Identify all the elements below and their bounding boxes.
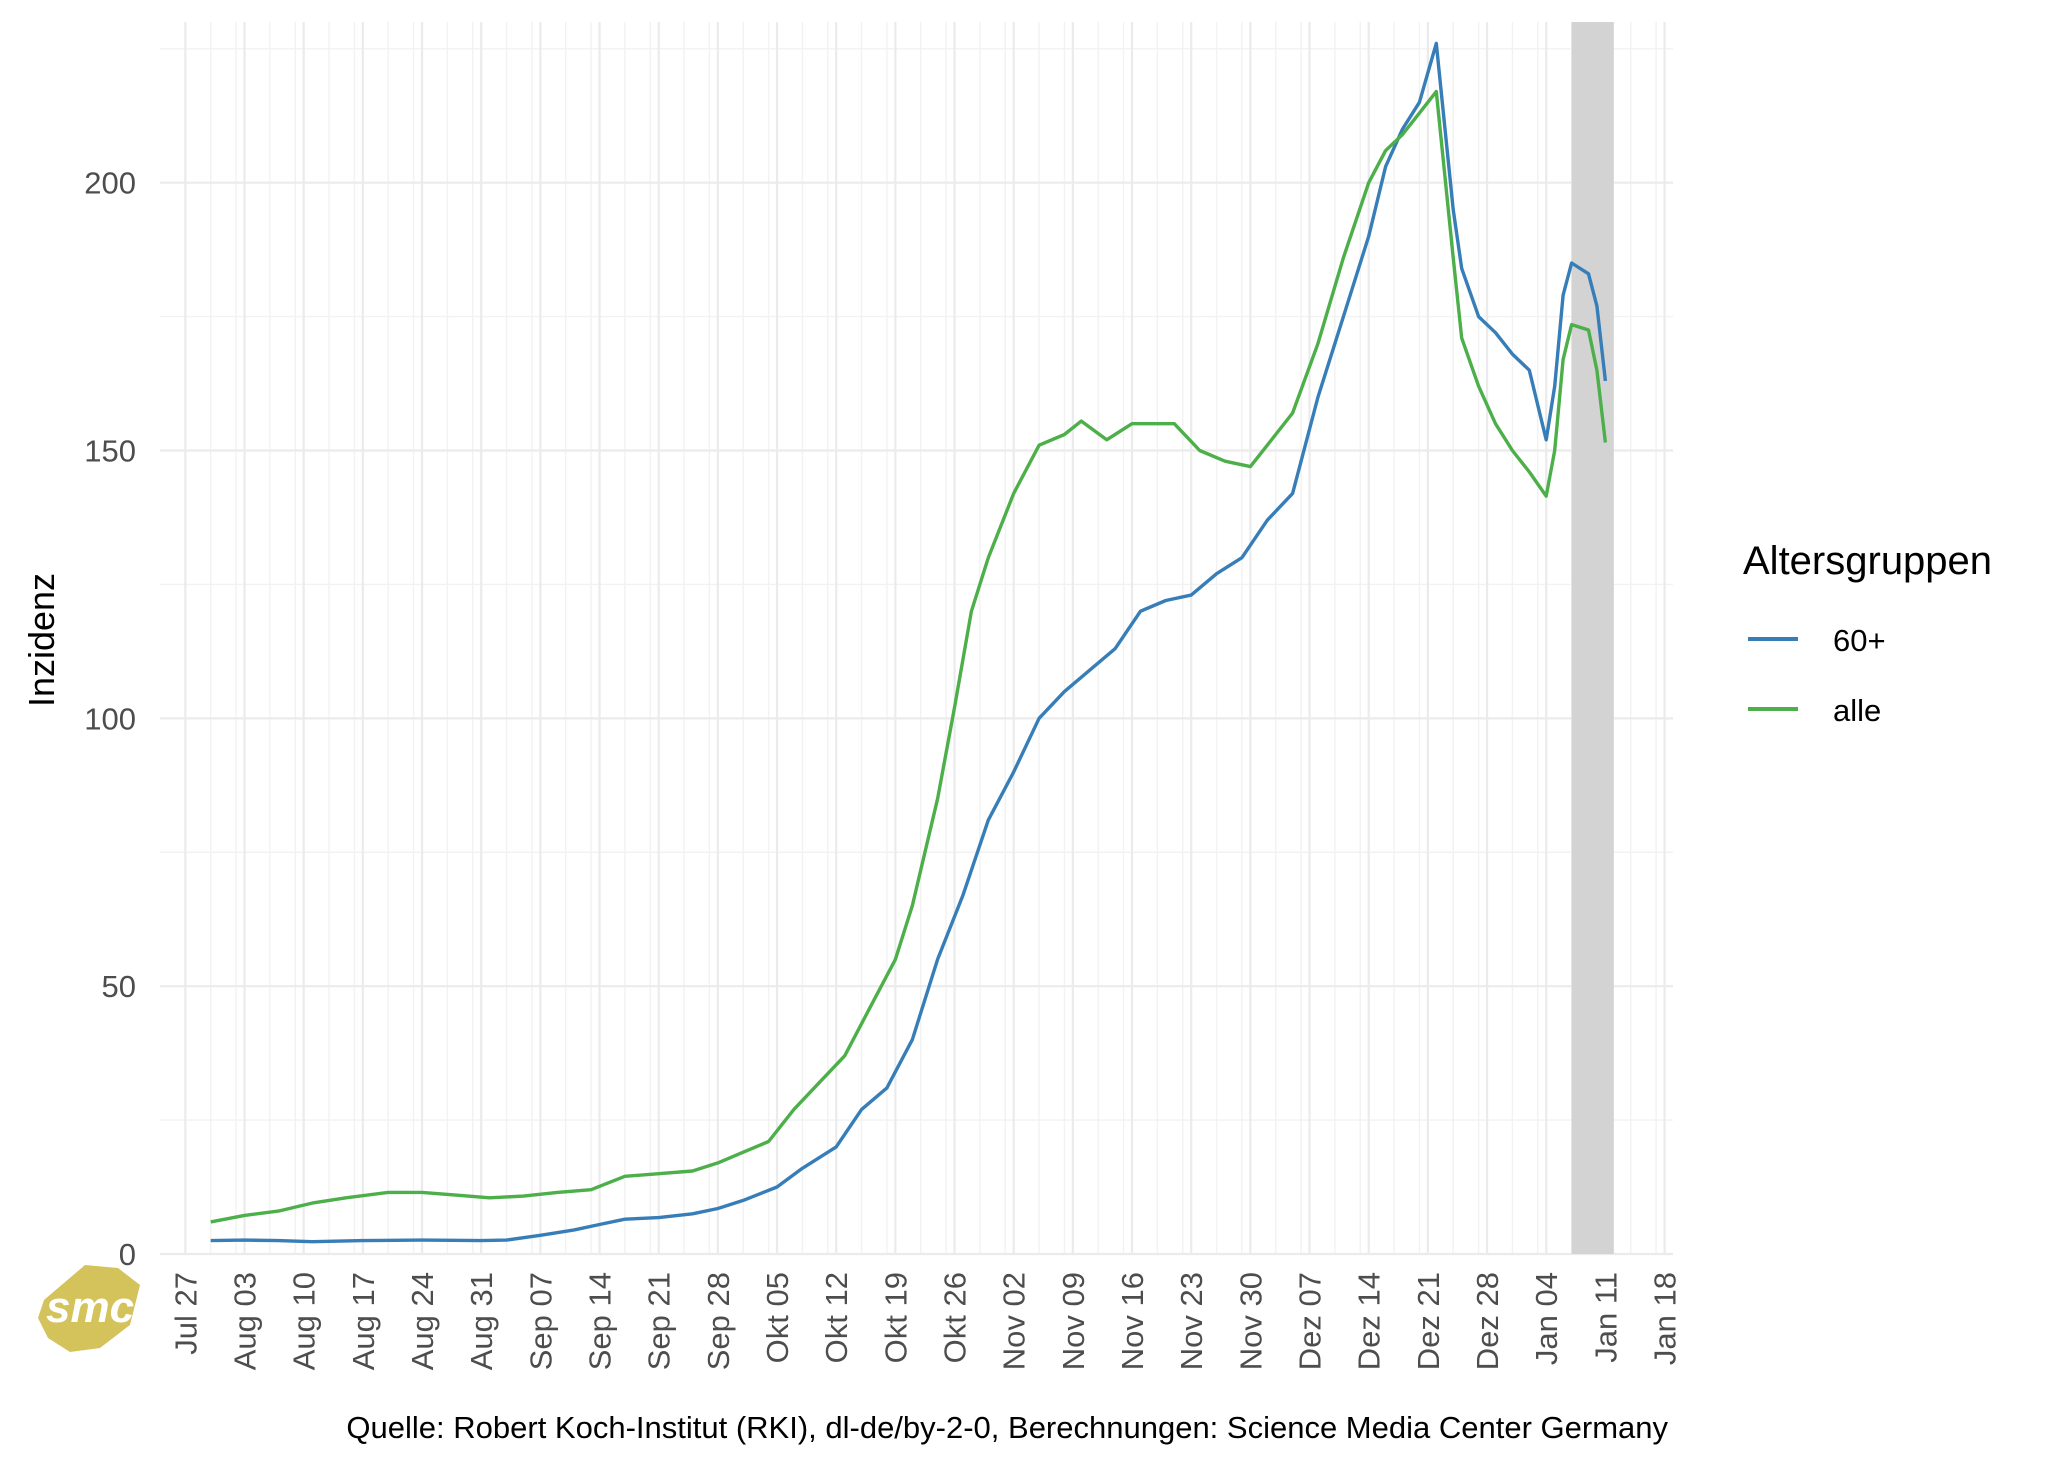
- x-tick-label: Jan 04: [1529, 1272, 1564, 1365]
- x-tick-label: Aug 24: [405, 1272, 440, 1370]
- shaded-region: [1571, 22, 1614, 1254]
- x-tick-label: Sep 07: [523, 1272, 558, 1370]
- series-line-alle: [210, 89, 1608, 1224]
- series-line-60plus: [210, 41, 1608, 1244]
- x-tick-label: Aug 31: [464, 1272, 499, 1370]
- legend-label-60plus: 60+: [1833, 623, 1886, 658]
- x-tick-label: Jan 11: [1588, 1272, 1623, 1363]
- x-tick-label: Nov 16: [1115, 1272, 1150, 1370]
- smc-logo-text: smc: [46, 1283, 134, 1332]
- x-tick-label: Jul 27: [168, 1272, 203, 1355]
- legend-label-alle: alle: [1833, 693, 1881, 728]
- smc-logo-shape: [38, 1265, 140, 1352]
- x-tick-label: Nov 09: [1056, 1272, 1091, 1370]
- preliminary-data-shade: [1571, 22, 1614, 1254]
- y-axis-ticks: 0 50 100 150 200: [84, 166, 136, 1272]
- x-tick-label: Dez 07: [1293, 1272, 1328, 1370]
- x-tick-label: Sep 14: [583, 1272, 618, 1370]
- x-tick-label: Okt 26: [938, 1272, 973, 1363]
- y-tick-label: 50: [102, 969, 136, 1004]
- y-tick-label: 0: [119, 1237, 136, 1272]
- source-caption: Quelle: Robert Koch-Institut (RKI), dl-d…: [346, 1410, 1668, 1445]
- x-tick-label: Okt 05: [760, 1272, 795, 1363]
- x-tick-label: Nov 23: [1174, 1272, 1209, 1370]
- x-tick-label: Aug 03: [228, 1272, 263, 1370]
- legend-title: Altersgruppen: [1743, 539, 1992, 583]
- y-tick-label: 100: [84, 701, 136, 736]
- grid-minor: [160, 22, 1673, 1254]
- y-axis-title: Inzidenz: [21, 573, 62, 707]
- x-tick-label: Aug 10: [287, 1272, 322, 1370]
- y-tick-label: 150: [84, 434, 136, 469]
- x-tick-label: Okt 19: [878, 1272, 913, 1363]
- series-lines: [210, 41, 1608, 1244]
- x-tick-label: Nov 30: [1233, 1272, 1268, 1370]
- x-tick-label: Jan 18: [1648, 1272, 1683, 1365]
- x-tick-label: Sep 21: [642, 1272, 677, 1370]
- smc-logo: smc: [38, 1265, 140, 1352]
- x-tick-label: Dez 14: [1352, 1272, 1387, 1370]
- x-tick-label: Nov 02: [997, 1272, 1032, 1370]
- x-tick-label: Aug 17: [346, 1272, 381, 1370]
- x-tick-label: Sep 28: [701, 1272, 736, 1370]
- x-tick-label: Dez 28: [1470, 1272, 1505, 1370]
- y-tick-label: 200: [84, 166, 136, 201]
- x-axis-ticks: Jul 27 Aug 03 Aug 10 Aug 17 Aug 24 Aug 31 Sep …: [168, 1272, 1682, 1370]
- grid-major: [160, 22, 1673, 1256]
- x-tick-label: Okt 12: [819, 1272, 854, 1363]
- x-tick-label: Dez 21: [1411, 1272, 1446, 1370]
